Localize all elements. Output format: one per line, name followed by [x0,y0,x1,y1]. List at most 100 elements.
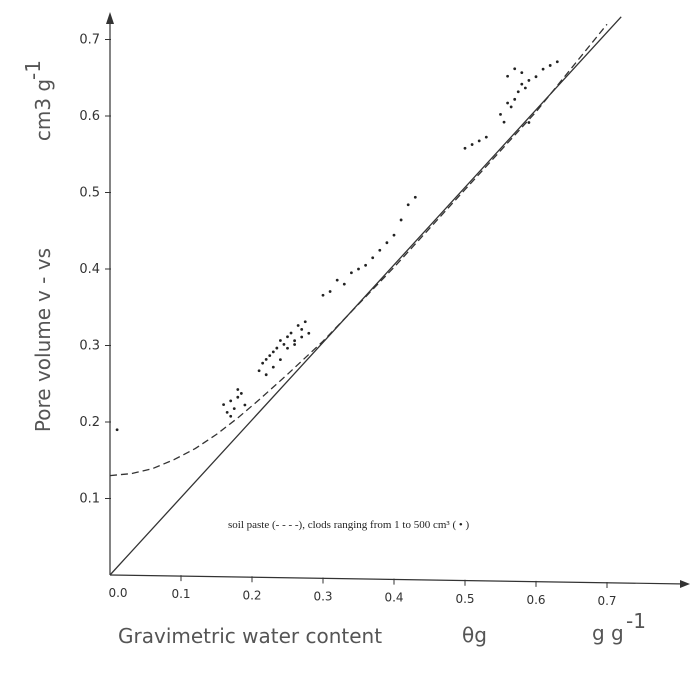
data-point [335,278,339,282]
data-point [293,339,296,343]
data-point [261,361,265,365]
data-point [300,335,304,339]
data-point [502,120,506,124]
data-point [477,139,481,143]
y-axis-symbol-text: v - vs [31,248,55,302]
data-point [350,271,353,275]
y-axis-arrow-icon [106,12,114,24]
data-point [282,342,286,346]
data-point [229,399,233,403]
x-tick-label: 0.7 [597,594,616,608]
y-axis-unit: cm3 g -1 [21,60,55,141]
data-point [364,263,367,267]
x-axis-arrow-icon [680,580,690,588]
y-tick-label: 0.2 [79,415,100,430]
data-point [516,90,520,94]
x-tick-label: 0.1 [171,587,190,601]
data-point [534,75,538,79]
series-layer [109,16,622,576]
data-point [541,67,545,71]
data-point [264,357,268,361]
data-point [289,331,293,335]
data-point [520,82,524,86]
data-point [328,290,332,293]
data-point [279,358,282,362]
y-ticks: 0.1 0.2 0.3 0.4 0.5 0.6 0.7 [79,33,111,507]
data-point [232,407,236,411]
x-tick-label: 0.3 [313,589,332,603]
x-axis-unit-exp: -1 [626,609,646,633]
data-point [413,195,417,199]
data-point [513,97,517,101]
data-point [239,392,243,395]
data-point [357,267,360,271]
data-point [236,388,240,391]
data-point [392,233,396,237]
data-point [296,324,300,327]
x-axis-symbol: θg [462,623,487,647]
y-tick-label: 0.4 [79,262,100,277]
data-point [506,101,509,105]
data-point [527,79,531,82]
y-tick-label: 0.5 [79,186,100,201]
data-point [463,146,467,150]
y-axis-unit-exp: -1 [21,60,45,80]
data-point [225,410,229,414]
data-point [555,60,559,64]
data-point [286,335,289,339]
data-point [271,365,275,369]
data-point [243,403,247,407]
data-point [378,248,382,252]
data-point [470,143,474,146]
data-point [307,331,311,335]
data-point [406,203,410,207]
data-point [321,293,325,297]
reference-line [109,16,622,576]
data-point [371,256,375,260]
data-point [385,241,389,245]
data-point [222,403,226,407]
data-point [268,354,272,358]
axes [106,12,690,588]
y-axis-symbol: v - vs [31,248,55,302]
x-axis [109,574,687,585]
x-axis-unit: g g [592,621,624,645]
data-point [509,105,513,109]
x-tick-label: 0.5 [455,592,474,606]
data-point [342,282,346,286]
data-point [527,121,531,124]
x-tick-label: 0.6 [526,593,545,607]
data-point [548,64,552,67]
data-point [303,320,307,324]
data-point [520,71,524,75]
data-point [236,395,240,399]
x-axis-label: Gravimetric water content [118,624,382,648]
data-point [257,369,261,373]
data-point [115,428,119,432]
soil-paste-curve [109,23,608,477]
data-point [271,350,275,354]
y-tick-label: 0.7 [79,33,100,48]
data-point [264,373,268,377]
data-point [275,346,279,350]
y-tick-label: 0.6 [79,109,100,124]
legend-text: soil paste (- - - -), clods ranging from… [228,519,469,531]
y-axis-label: Pore volume [31,308,55,432]
y-tick-label: 0.3 [79,339,100,354]
y-tick-label: 0.1 [79,492,100,507]
data-point [286,346,289,350]
x-tick-label: 0.2 [242,588,261,602]
data-point [499,113,502,116]
data-point [523,86,527,90]
x-tick-label: 0.0 [108,586,127,600]
data-point [293,343,296,346]
data-point [506,74,509,78]
x-tick-label: 0.4 [384,591,403,605]
y-axis-unit-text: cm3 g [31,79,55,141]
data-point [399,218,403,222]
data-point [229,414,233,418]
data-point [279,339,282,342]
x-ticks: 0.0 0.1 0.2 0.3 0.4 0.5 0.6 0.7 [108,575,617,608]
y-axis-title: Pore volume [31,308,55,432]
